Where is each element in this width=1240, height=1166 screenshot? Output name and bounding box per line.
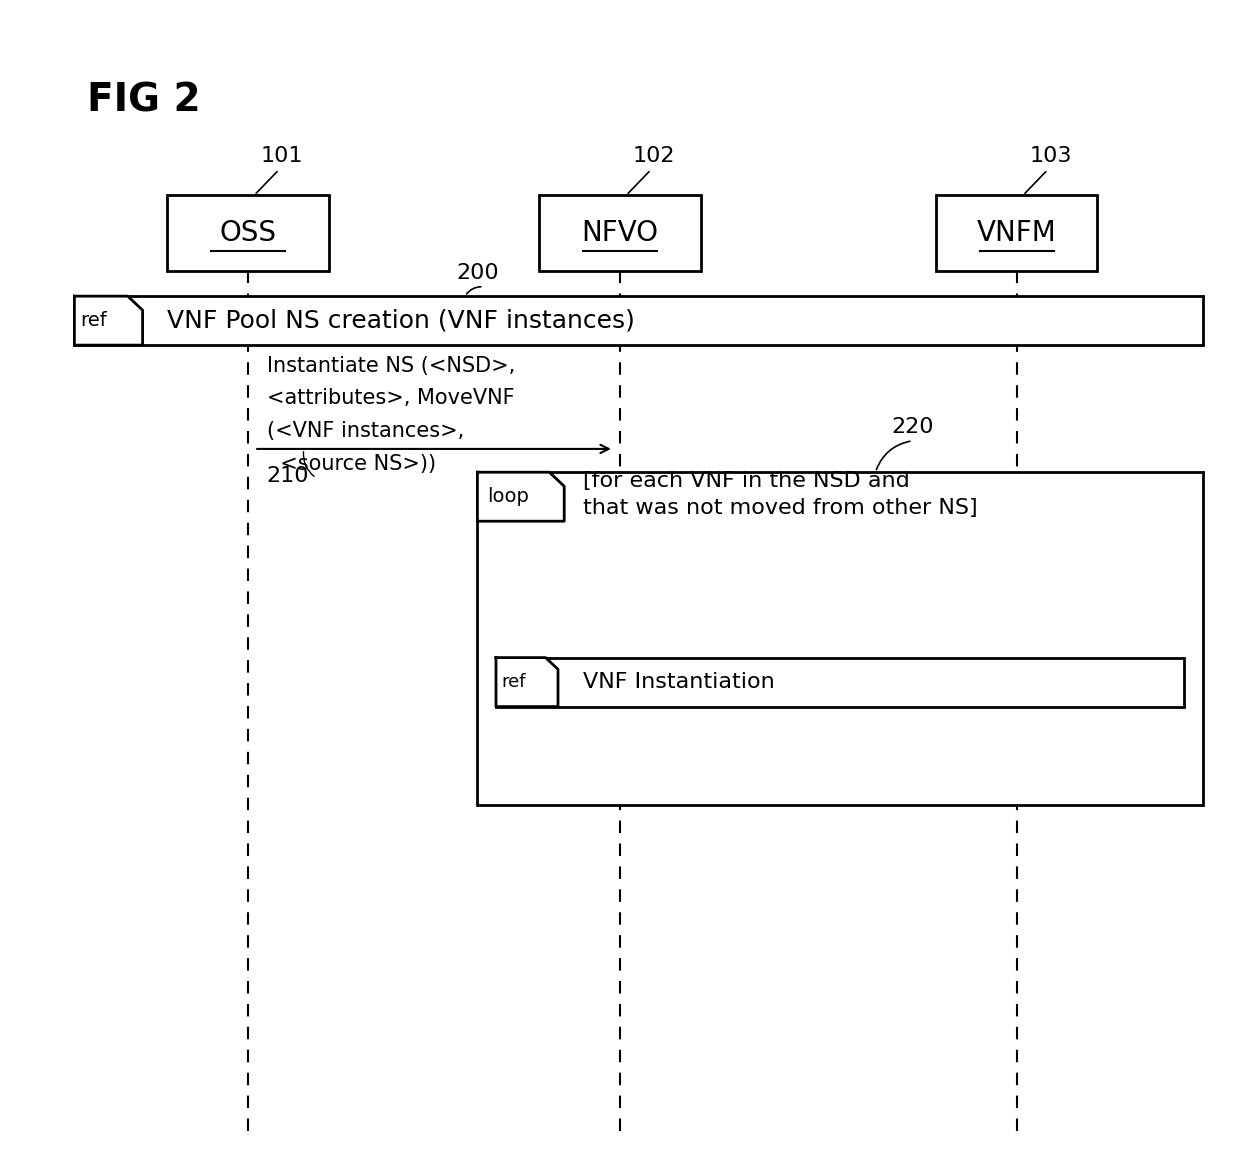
Text: 103: 103 — [1029, 146, 1071, 166]
Text: Instantiate NS (<NSD>,: Instantiate NS (<NSD>, — [267, 356, 515, 375]
Text: NFVO: NFVO — [582, 219, 658, 247]
Text: 220: 220 — [892, 417, 934, 437]
FancyBboxPatch shape — [496, 658, 1184, 707]
Polygon shape — [496, 658, 558, 707]
Text: [for each VNF in the NSD and: [for each VNF in the NSD and — [583, 471, 910, 491]
Text: (<VNF instances>,: (<VNF instances>, — [267, 421, 464, 441]
Text: VNF Instantiation: VNF Instantiation — [583, 672, 775, 693]
FancyBboxPatch shape — [936, 195, 1097, 271]
FancyBboxPatch shape — [167, 195, 329, 271]
Text: loop: loop — [487, 487, 529, 506]
Polygon shape — [477, 472, 564, 521]
Polygon shape — [74, 296, 143, 345]
FancyBboxPatch shape — [539, 195, 701, 271]
Text: 200: 200 — [456, 264, 498, 283]
Text: 101: 101 — [260, 146, 303, 166]
Text: 210: 210 — [267, 466, 309, 486]
Text: FIG 2: FIG 2 — [87, 82, 201, 120]
Text: ref: ref — [81, 311, 108, 330]
Text: that was not moved from other NS]: that was not moved from other NS] — [583, 498, 977, 518]
FancyBboxPatch shape — [477, 472, 1203, 805]
Text: VNFM: VNFM — [977, 219, 1056, 247]
Text: OSS: OSS — [219, 219, 277, 247]
Text: 102: 102 — [632, 146, 675, 166]
Text: ref: ref — [501, 673, 526, 691]
Text: <source NS>)): <source NS>)) — [267, 454, 435, 473]
Text: VNF Pool NS creation (VNF instances): VNF Pool NS creation (VNF instances) — [167, 309, 635, 332]
FancyBboxPatch shape — [74, 296, 1203, 345]
Text: <attributes>, MoveVNF: <attributes>, MoveVNF — [267, 388, 515, 408]
